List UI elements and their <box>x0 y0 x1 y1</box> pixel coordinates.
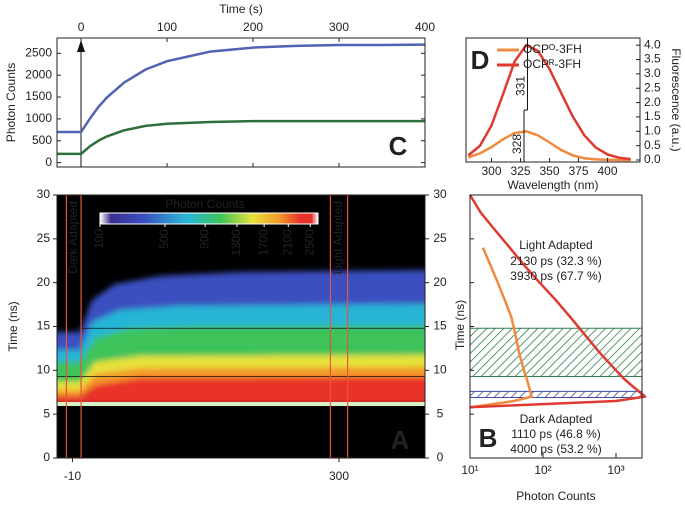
colorbar-tick-label: 2500 <box>302 229 316 256</box>
panel-label: C <box>389 131 408 161</box>
y2-tick-label: 3.5 <box>644 52 661 66</box>
y-tick-label: 25 <box>37 231 51 245</box>
y2-tick-label: 1.0 <box>644 123 661 137</box>
x-axis-title: Time (s) <box>219 2 263 16</box>
x-tick-label: 200 <box>243 20 263 34</box>
x-tick-label: 300 <box>482 164 502 178</box>
x-tick-label: -10 <box>64 469 82 483</box>
arrow-head <box>77 40 85 52</box>
x-axis-title: Photon Counts <box>516 489 595 503</box>
x-tick-label: 10³ <box>607 463 624 477</box>
y-tick-label: 1500 <box>25 89 52 103</box>
x-tick-label: 0 <box>78 20 85 34</box>
colorbar-tick-label: 500 <box>157 229 171 249</box>
y-tick-label: 10 <box>433 363 447 377</box>
y2-tick-label: 0.5 <box>644 138 661 152</box>
x-tick-label: 400 <box>598 164 618 178</box>
y-axis-title: Time (ns) <box>453 300 467 350</box>
panel-label: A <box>391 425 410 455</box>
y2-tick-label: 1.5 <box>644 109 661 123</box>
y-axis-title: Time (ns) <box>6 301 20 351</box>
y2-tick-label: 2.0 <box>644 95 661 109</box>
x-tick-label: 325 <box>511 164 531 178</box>
data-line <box>57 43 426 134</box>
colorbar-tick-label: 1700 <box>256 229 270 256</box>
panel-label: D <box>471 45 490 75</box>
fit-annotation: Dark Adapted <box>520 412 593 426</box>
y2-tick-label: 0.0 <box>644 152 661 166</box>
legend-label: OCPᴿ-3FH <box>523 57 581 71</box>
y-tick-label: 15 <box>433 319 447 333</box>
peak-label: 331 <box>514 76 528 96</box>
y-tick-label: 25 <box>433 231 447 245</box>
colorbar-tick-label: 900 <box>197 229 211 249</box>
x-tick-label: 400 <box>415 20 435 34</box>
colorbar-tick-label: 1300 <box>229 229 243 256</box>
y-tick-label: 20 <box>433 275 447 289</box>
data-line <box>468 194 647 409</box>
y-tick-label: 10 <box>37 363 51 377</box>
legend-label: OCPᴼ-3FH <box>523 42 582 56</box>
y-tick-label: 1000 <box>25 111 52 125</box>
y-tick-label: 5 <box>437 406 444 420</box>
region-label: Light Adapted <box>331 201 345 274</box>
band <box>469 390 643 399</box>
panel-label: B <box>479 423 498 453</box>
x-tick-label: 100 <box>157 20 177 34</box>
y-tick-label: 500 <box>32 133 52 147</box>
y2-tick-label: 2.5 <box>644 80 661 94</box>
y-tick-label: 0 <box>45 155 52 169</box>
y2-tick-label: 3.0 <box>644 66 661 80</box>
fit-annotation: 1110 ps (46.8 %) <box>511 427 601 441</box>
data-line <box>57 119 425 156</box>
y-tick-label: 5 <box>43 406 50 420</box>
fit-annotation: 3930 ps (67.7 %) <box>510 269 601 283</box>
x-tick-label: 10¹ <box>461 463 478 477</box>
y-tick-label: 0 <box>437 450 444 464</box>
y-tick-label: 30 <box>433 187 447 201</box>
colorbar-title: Photon Counts <box>165 197 244 211</box>
y-tick-label: 2500 <box>25 45 52 59</box>
x-tick-label: 10² <box>534 463 551 477</box>
y-tick-label: 20 <box>37 275 51 289</box>
region-label: Dark Adapted <box>66 201 80 274</box>
data-line <box>469 247 533 409</box>
colorbar-tick-label: 2100 <box>280 229 294 256</box>
plot-frame <box>56 37 426 168</box>
y-axis-title: Photon Counts <box>4 63 18 142</box>
peak-label: 328 <box>510 134 524 154</box>
x-axis-title: Wavelength (nm) <box>508 178 599 192</box>
fit-annotation: Light Adapted <box>519 238 592 252</box>
y-tick-label: 15 <box>37 319 51 333</box>
y-tick-label: 2000 <box>25 67 52 81</box>
x-tick-label: 350 <box>540 164 560 178</box>
data-line <box>467 130 631 162</box>
y-tick-label: 0 <box>43 450 50 464</box>
y2-tick-label: 4.0 <box>644 37 661 51</box>
x-tick-label: 375 <box>569 164 589 178</box>
colorbar <box>99 212 319 225</box>
fit-annotation: 2130 ps (32.3 %) <box>510 254 601 268</box>
data-line <box>467 43 631 161</box>
fit-annotation: 4000 ps (53.2 %) <box>510 442 601 456</box>
x-tick-label: 300 <box>329 20 349 34</box>
colorbar-tick-label: 100 <box>92 229 106 249</box>
y2-axis-title: Fluorescence (a.u.) <box>669 48 683 151</box>
y-tick-label: 30 <box>37 187 51 201</box>
x-tick-label: 300 <box>329 469 349 483</box>
plot-frame <box>465 37 641 163</box>
